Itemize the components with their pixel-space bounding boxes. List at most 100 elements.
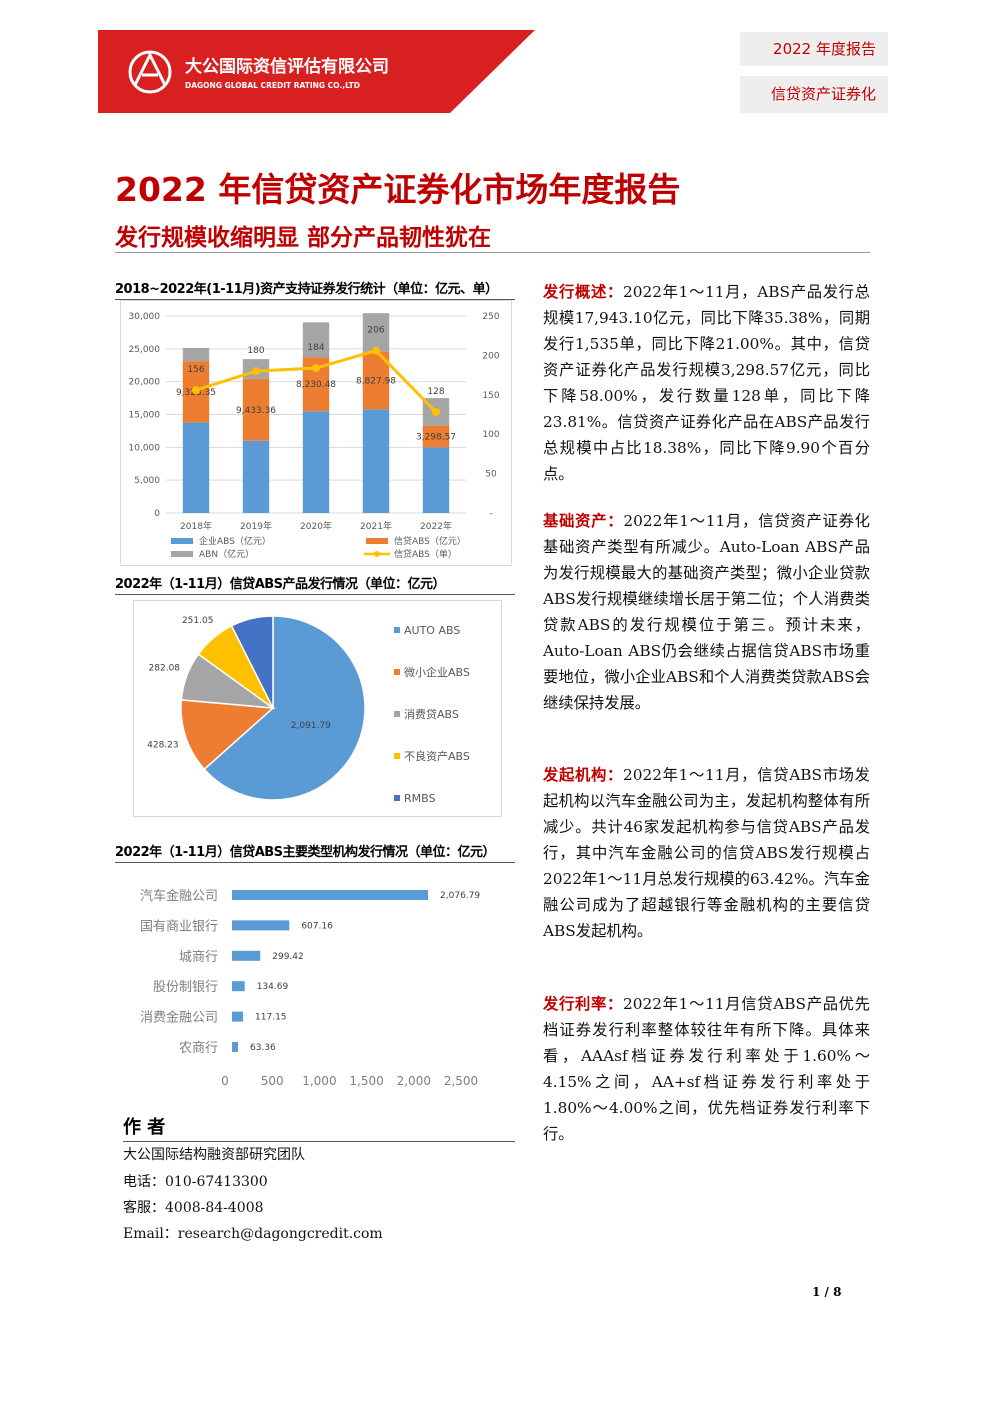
bar [232,890,429,900]
data-label: 2,091.79 [291,721,331,731]
report-type: 2022 年度报告 [740,32,888,66]
y2-tick-label: 50 [485,470,497,480]
y-tick-label: 0 [154,509,160,519]
data-label: 245.41 [230,600,261,601]
y-tick-label: 25,000 [129,345,161,355]
y-tick-label: 消费金融公司 [140,1010,218,1026]
data-label: 607.16 [301,921,333,931]
y-tick-label: 股份制银行 [153,980,218,995]
y2-tick-label: 250 [482,312,499,322]
legend-label: 微小企业ABS [404,665,470,679]
legend-marker [171,538,193,544]
data-label: 63.36 [250,1043,276,1053]
section-heading: 发起机构： [543,766,623,784]
y-tick-label: 15,000 [129,411,161,421]
line-point [312,364,320,373]
bar [232,1042,238,1052]
data-label: 299.42 [272,952,304,962]
data-label: 282.08 [149,664,181,674]
chart: 0 5,000 10,000 15,000 20,000 25,000 30,000 - 50 1… [120,300,512,566]
divider [115,252,870,253]
y2-tick-label: 150 [482,391,499,401]
y-tick-label: 20,000 [129,378,161,388]
data-label: 156 [187,365,204,375]
legend-label: 不良资产ABS [404,749,470,763]
data-label: 8,827.98 [356,376,396,386]
data-label: 3,298.57 [416,433,456,443]
section: 发行利率：2022年1～11月信贷ABS产品优先档证券发行利率整体较往年有所下降… [543,991,870,1147]
x-tick-label: 1,000 [302,1074,336,1088]
y2-tick-label: 100 [482,430,499,440]
data-label: 184 [307,343,324,353]
chart-title: 2022年（1-11月）信贷ABS主要类型机构发行情况（单位：亿元） [115,841,515,863]
bar-segment [242,378,270,441]
x-tick-label: 2018年 [180,520,212,532]
bar-segment [302,411,330,513]
chart: 汽车金融公司 2,076.79 国有商业银行 607.16 城商行 299.42 股份制银行… [140,888,480,1088]
data-label: 134.69 [257,982,289,992]
author-line: 大公国际结构融资部研究团队 [123,1147,305,1163]
legend-marker [366,538,388,544]
data-label: 251.05 [182,616,214,626]
legend-marker [394,711,400,717]
legend-marker [374,551,380,557]
data-label: 8,230.48 [296,380,336,390]
x-tick-label: 1,500 [349,1074,383,1088]
report-category: 信贷资产证券化 [740,76,888,113]
data-label: 9,433.36 [236,406,276,416]
data-label: 428.23 [147,740,179,750]
bar-segment [242,440,270,513]
data-label: 206 [367,326,384,336]
author-heading: 作 者 [123,1113,515,1142]
author-line: Email：research@dagongcredit.com [123,1226,383,1242]
bar-segment [182,348,210,362]
line-point [372,346,380,355]
legend-marker [394,753,400,759]
section-text: 2022年1～11月，ABS产品发行总规模17,943.10亿元，同比下降35.… [543,283,870,483]
data-label: 2,076.79 [440,891,480,901]
pie-slice [230,615,274,709]
data-label: 117.15 [255,1013,287,1023]
author-line: 客服：4008-84-4008 [123,1200,264,1216]
x-tick-label: 2,000 [397,1074,431,1088]
author-line: 电话：010-67413300 [123,1174,268,1190]
section: 发行概述：2022年1～11月，ABS产品发行总规模17,943.10亿元，同比… [543,279,870,487]
bar-segment [362,313,390,352]
pie-slice [203,615,366,801]
y-tick-label: 汽车金融公司 [140,888,218,904]
legend-label: 消费贷ABS [404,707,459,721]
bar [232,981,245,992]
legend-label: 信贷ABS（单） [394,548,457,560]
section-text: 2022年1～11月信贷ABS产品优先档证券发行利率整体较往年有所下降。具体来看… [543,995,870,1143]
section-heading: 发行概述： [543,283,623,301]
legend-label: 信贷ABS（亿元） [394,535,466,547]
legend-marker [394,669,400,675]
legend-label: ABN（亿元） [199,548,254,560]
line-point [192,386,200,395]
y-tick-label: 5,000 [134,476,160,486]
chart-title: 2018~2022年(1-11月)资产支持证券发行统计（单位：亿元、单） [115,278,515,300]
x-tick-label: 2019年 [240,520,272,532]
bar-segment [422,425,450,448]
section-text: 2022年1～11月，信贷ABS市场发起机构以汽车金融公司为主，发起机构整体有所… [543,766,870,940]
bar-segment [422,447,450,513]
y-tick-label: 农商行 [179,1041,218,1056]
y-tick-label: 10,000 [129,443,161,453]
legend-label: RMBS [404,792,435,805]
bar-segment [182,422,210,513]
data-label: 128 [427,387,444,397]
x-tick-label: 2,500 [444,1074,478,1088]
y-tick-label: 30,000 [129,312,161,322]
company-name-en: DAGONG GLOBAL CREDIT RATING CO.,LTD [185,81,360,90]
section-heading: 发行利率： [543,995,623,1013]
line-point [432,408,440,417]
subtitle: 发行规模收缩明显 部分产品韧性犹在 [115,225,492,251]
title: 2022 年信贷资产证券化市场年度报告 [115,170,681,209]
section: 基础资产：2022年1～11月，信贷资产证券化基础资产类型有所减少。Auto-L… [543,508,870,716]
section-text: 2022年1～11月，信贷资产证券化基础资产类型有所减少。Auto-Loan A… [543,512,870,712]
legend-marker [394,795,400,801]
chart: 2,091.79 AUTO ABS 428.23 微小企业ABS 282.08 消费贷AB… [133,600,502,817]
legend-marker [394,627,400,633]
legend-label: AUTO ABS [404,624,460,637]
